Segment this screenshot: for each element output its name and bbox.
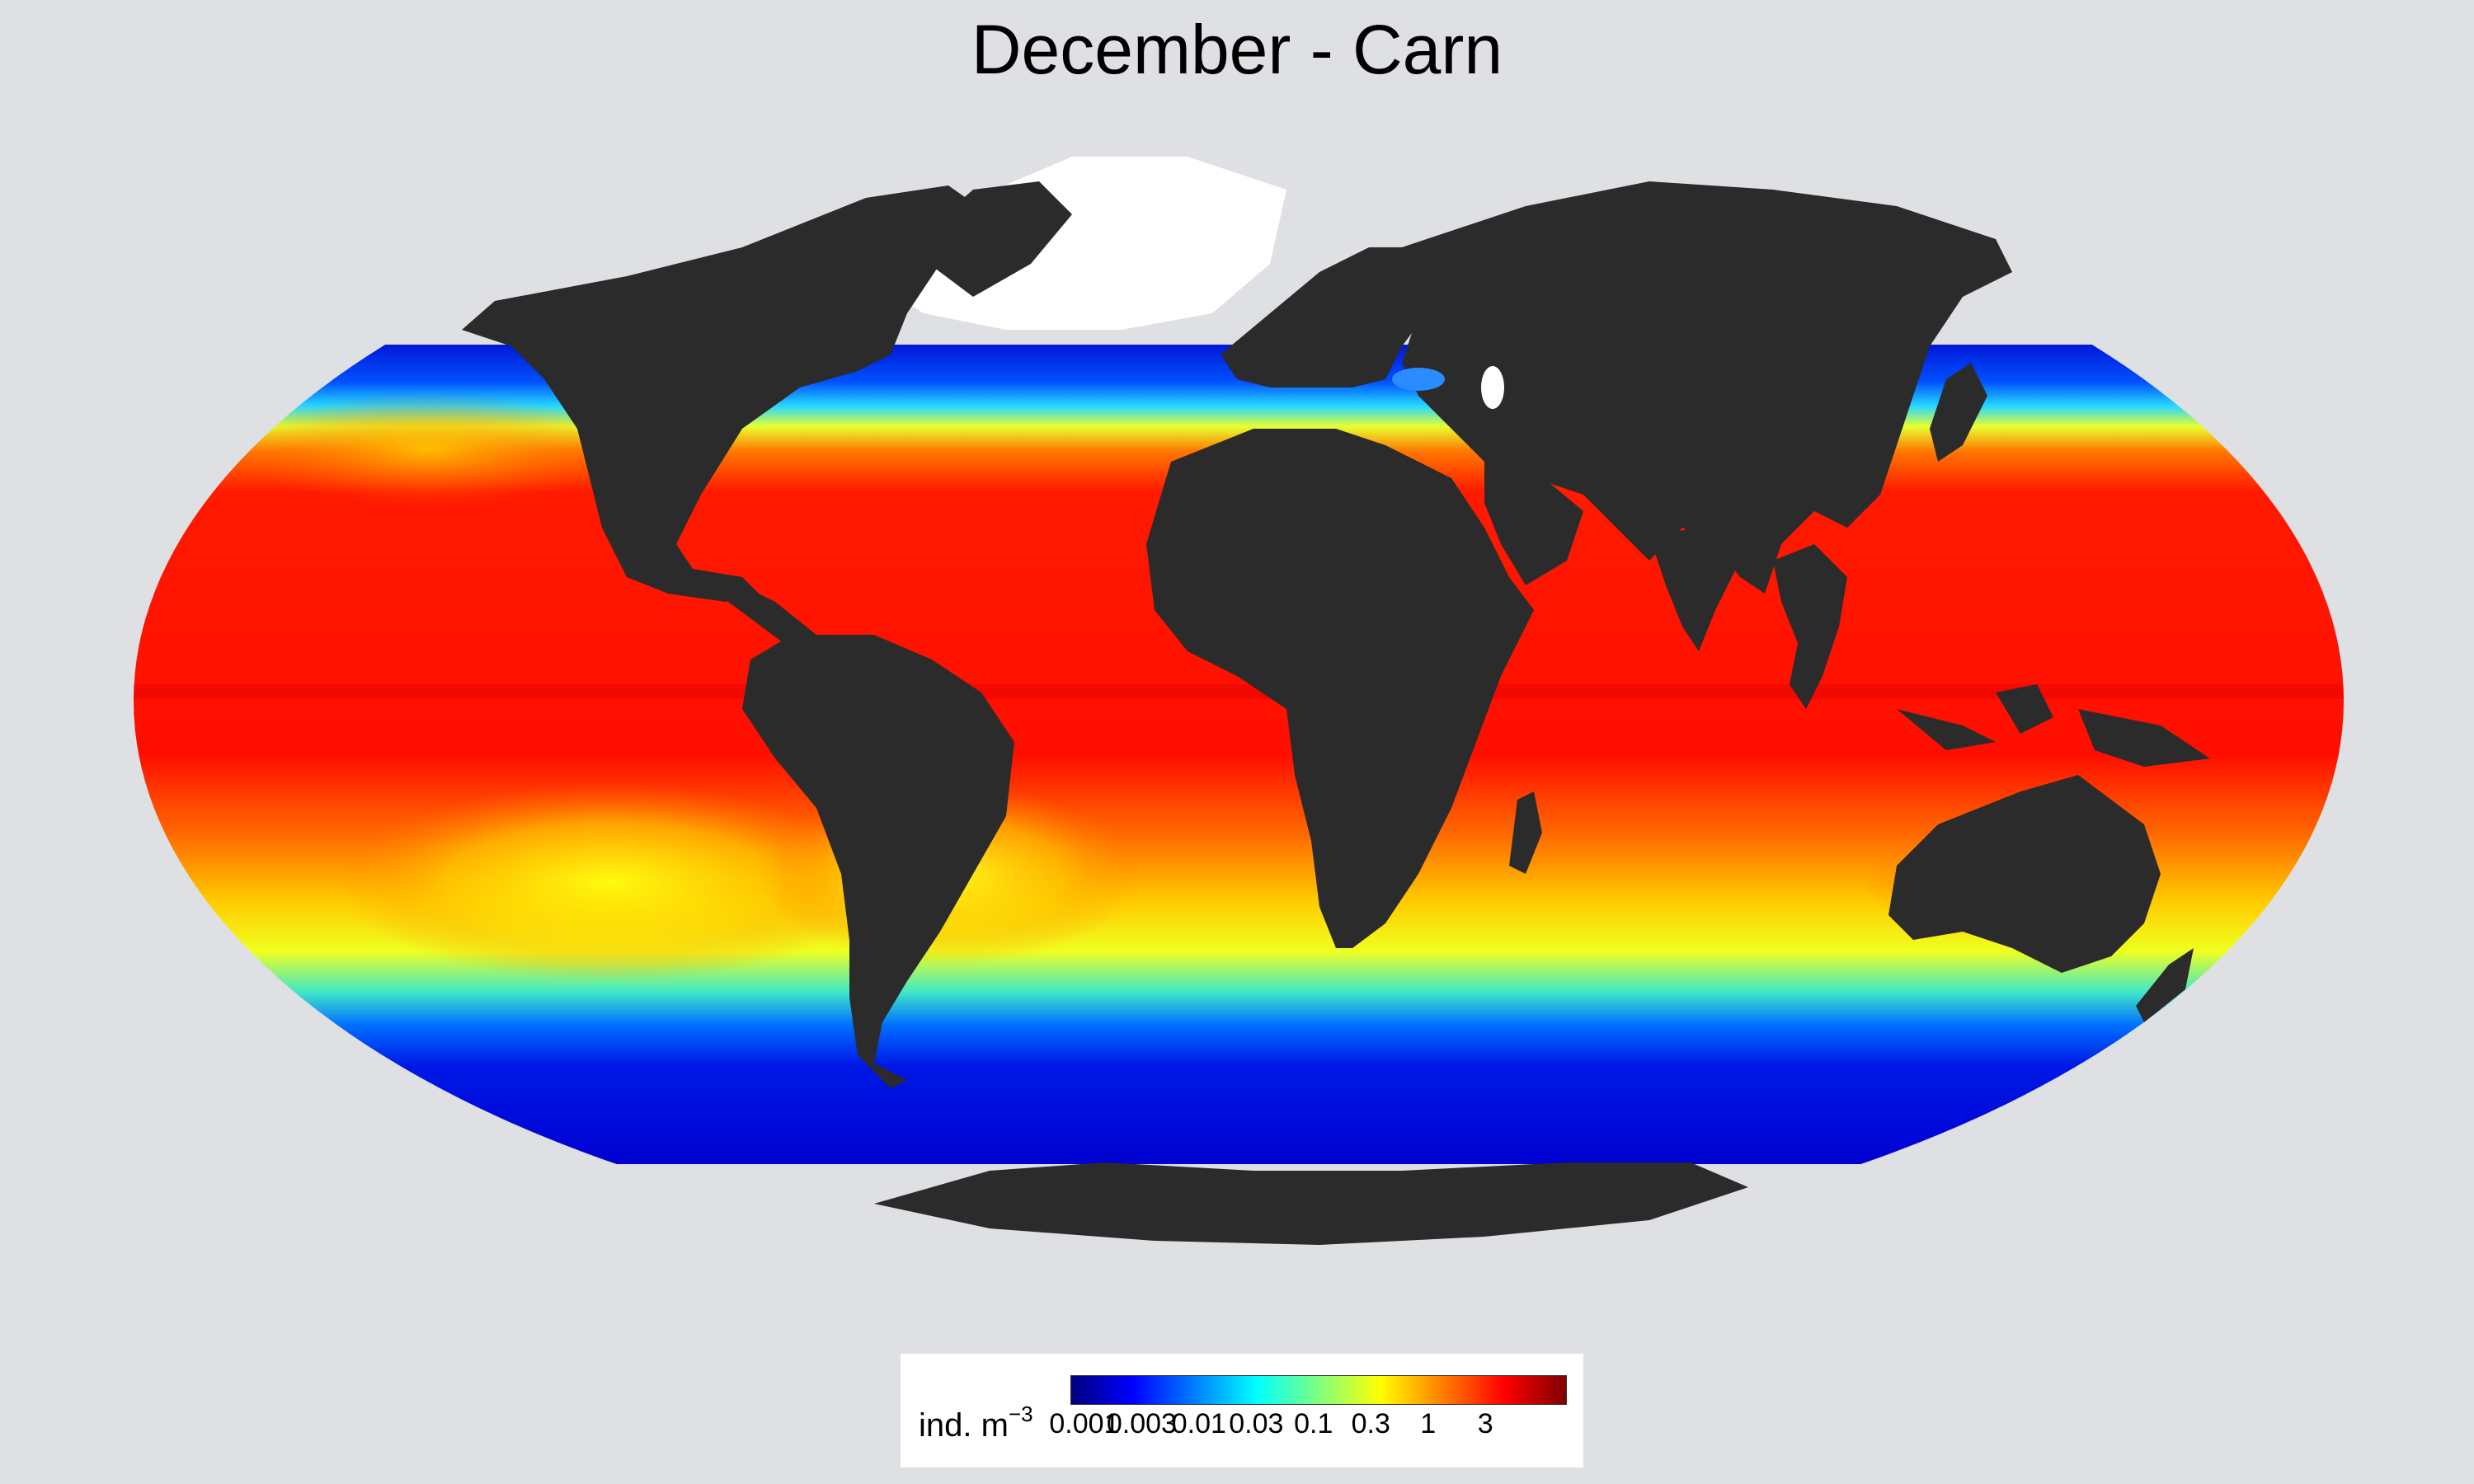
equator-stripe bbox=[134, 684, 2344, 699]
colorbar-tick-label: 3 bbox=[1477, 1408, 1493, 1439]
legend-title: ind. m−3 bbox=[919, 1402, 1033, 1444]
southeast-asia bbox=[1773, 544, 1847, 709]
legend-unit: ind. m bbox=[919, 1407, 1009, 1444]
arabian-peninsula bbox=[1484, 462, 1583, 585]
black-sea bbox=[1392, 368, 1445, 391]
europe bbox=[1221, 247, 1451, 387]
borneo bbox=[1996, 684, 2053, 734]
north-america bbox=[462, 186, 990, 602]
colorbar-tick-label: 0.3 bbox=[1351, 1408, 1390, 1439]
japan bbox=[1930, 363, 1987, 462]
north-pacific-band bbox=[239, 392, 618, 507]
legend: ind. m−3 0.001 0.003 0.01 0.03 0.1 0.3 1 3 bbox=[901, 1354, 1583, 1468]
map-title: December - Carn bbox=[971, 11, 1503, 88]
colorbar-tick-label: 0.001 bbox=[1049, 1408, 1120, 1439]
indonesia-west bbox=[1897, 709, 1996, 750]
colorbar bbox=[1070, 1375, 1567, 1405]
colorbar-tick-label: 1 bbox=[1420, 1408, 1437, 1439]
south-america bbox=[742, 635, 1014, 1088]
india bbox=[1649, 528, 1740, 651]
africa bbox=[1146, 429, 1534, 948]
canadian-archipelago bbox=[907, 181, 1072, 297]
colorbar-tick-label: 0.1 bbox=[1294, 1408, 1333, 1439]
asia bbox=[1402, 181, 2012, 594]
antarctica bbox=[874, 1162, 1748, 1245]
colorbar-tick-label: 0.01 bbox=[1171, 1408, 1226, 1439]
colorbar-tick-label: 0.003 bbox=[1106, 1408, 1177, 1439]
caspian-sea bbox=[1481, 366, 1504, 409]
madagascar bbox=[1509, 791, 1542, 874]
australia bbox=[1888, 775, 2161, 973]
landmasses bbox=[462, 157, 2210, 1245]
south-pacific-gyre bbox=[338, 783, 882, 981]
new-zealand bbox=[2136, 948, 2194, 1022]
legend-unit-exponent: −3 bbox=[1008, 1402, 1033, 1426]
colorbar-tick-label: 0.03 bbox=[1229, 1408, 1284, 1439]
new-guinea bbox=[2078, 709, 2210, 767]
